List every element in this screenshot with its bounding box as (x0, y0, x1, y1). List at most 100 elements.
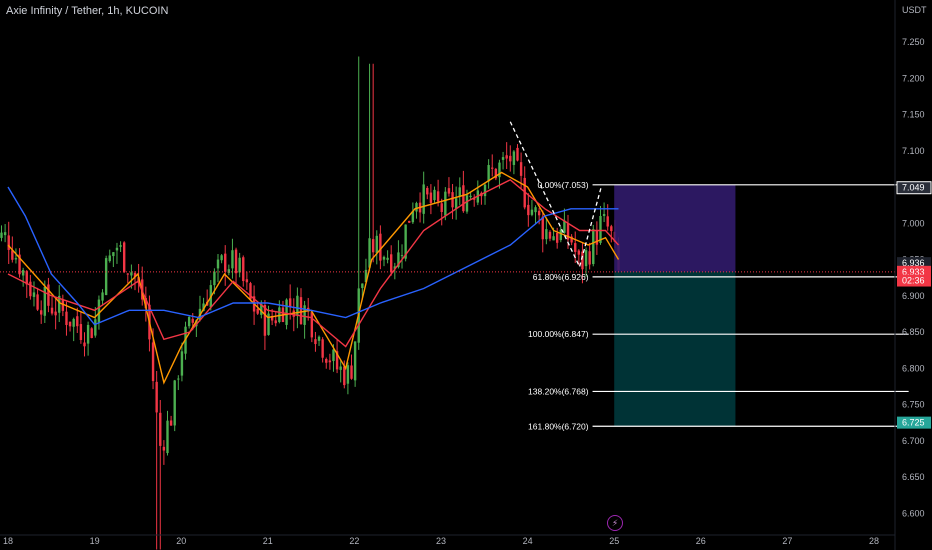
candle-body (249, 283, 252, 300)
time-axis-tick-label: 23 (436, 536, 446, 546)
candle-body (288, 298, 292, 307)
price-axis-tick-label: 6.700 (902, 436, 925, 446)
candle-body (97, 299, 101, 323)
candle-body (7, 235, 10, 250)
candle-body (444, 191, 447, 216)
candle-body (375, 235, 378, 253)
candle-body (588, 251, 591, 265)
candle-body (61, 299, 65, 311)
candle-body (454, 198, 458, 209)
candle-body (534, 207, 537, 213)
fibonacci-level-label: 0.00%(7.053) (538, 180, 589, 190)
candle-body (559, 229, 562, 241)
candle-body (54, 311, 57, 316)
candle-body (256, 308, 259, 314)
candle-body (151, 342, 155, 382)
candle-body (472, 198, 476, 200)
price-axis-tick-label: 6.850 (902, 327, 925, 337)
candle-body (104, 258, 108, 296)
candle-body (350, 365, 353, 379)
candle-body (364, 269, 368, 283)
candle-body (577, 250, 581, 255)
candle-body (130, 272, 133, 276)
candle-body (227, 269, 231, 273)
candle-body (65, 311, 68, 325)
candle-body (307, 307, 310, 311)
candle-body (602, 214, 606, 216)
candle-body (303, 305, 306, 325)
time-axis-tick-label: 27 (782, 536, 792, 546)
time-axis-tick-label: 21 (263, 536, 273, 546)
price-axis-label-up (897, 416, 931, 429)
candle-body (519, 162, 523, 176)
candle-body (169, 420, 173, 426)
candle-body (242, 257, 245, 282)
candle-body (296, 295, 299, 315)
candle-body (541, 216, 544, 240)
candle-body (408, 220, 411, 223)
lightning-icon[interactable]: ⚡ (607, 515, 623, 531)
time-axis-tick-label: 19 (90, 536, 100, 546)
candle-body (270, 316, 274, 321)
candle-body (599, 215, 602, 243)
candle-body (440, 203, 443, 212)
candle-body (162, 446, 166, 451)
candle-body (328, 360, 332, 363)
candle-body (144, 298, 148, 309)
candle-body (537, 210, 541, 216)
currency-label: USDT (902, 5, 927, 15)
price-axis-label-text: 6.725 (902, 418, 925, 428)
price-axis-tick-label: 6.750 (902, 400, 925, 410)
price-axis-tick-label: 6.800 (902, 363, 925, 373)
candle-body (339, 366, 342, 370)
candle-body (122, 242, 126, 273)
candle-body (50, 307, 54, 314)
price-axis-label-text: 6.933 (902, 267, 925, 277)
candle-body (584, 250, 588, 267)
candle-body (390, 254, 393, 273)
candle-body (267, 313, 270, 335)
candle-body (18, 254, 21, 275)
price-axis-tick-label: 7.200 (902, 73, 925, 83)
price-axis-tick-label: 6.650 (902, 472, 925, 482)
candle-body (58, 295, 61, 313)
candle-body (32, 292, 36, 297)
candle-body (462, 185, 465, 212)
candle-body (422, 184, 425, 214)
candle-body (545, 229, 548, 240)
candle-body (400, 255, 404, 257)
candle-body (346, 365, 350, 384)
candle-body (216, 259, 220, 269)
candle-body (491, 167, 494, 169)
candle-body (224, 253, 227, 272)
candle-body (126, 273, 129, 275)
candle-body (274, 320, 277, 324)
candle-body (429, 192, 433, 203)
price-axis-label-entry (896, 181, 932, 195)
candle-body (563, 220, 566, 233)
price-axis-tick-label: 7.000 (902, 218, 925, 228)
candle-body (133, 272, 137, 278)
candle-body (509, 155, 512, 162)
candle-body (39, 310, 43, 315)
candle-body (238, 257, 241, 273)
candle-body (371, 239, 375, 253)
candle-body (469, 195, 472, 198)
candle-body (159, 412, 162, 446)
candle-body (379, 233, 382, 261)
candle-body (25, 271, 28, 285)
candle-body (94, 319, 97, 336)
candle-body (83, 342, 86, 347)
candle-body (245, 279, 249, 283)
candle-body (11, 250, 14, 260)
time-axis-tick-label: 20 (176, 536, 186, 546)
candle-body (177, 378, 180, 380)
long-position-stop-zone (614, 271, 736, 427)
candle-body (570, 236, 573, 243)
candle-body (415, 203, 418, 212)
fibonacci-level-label: 138.20%(6.768) (528, 386, 589, 396)
fibonacci-level-label: 61.80%(6.926) (533, 272, 589, 282)
candle-body (433, 189, 436, 201)
time-axis-tick-label: 28 (869, 536, 879, 546)
